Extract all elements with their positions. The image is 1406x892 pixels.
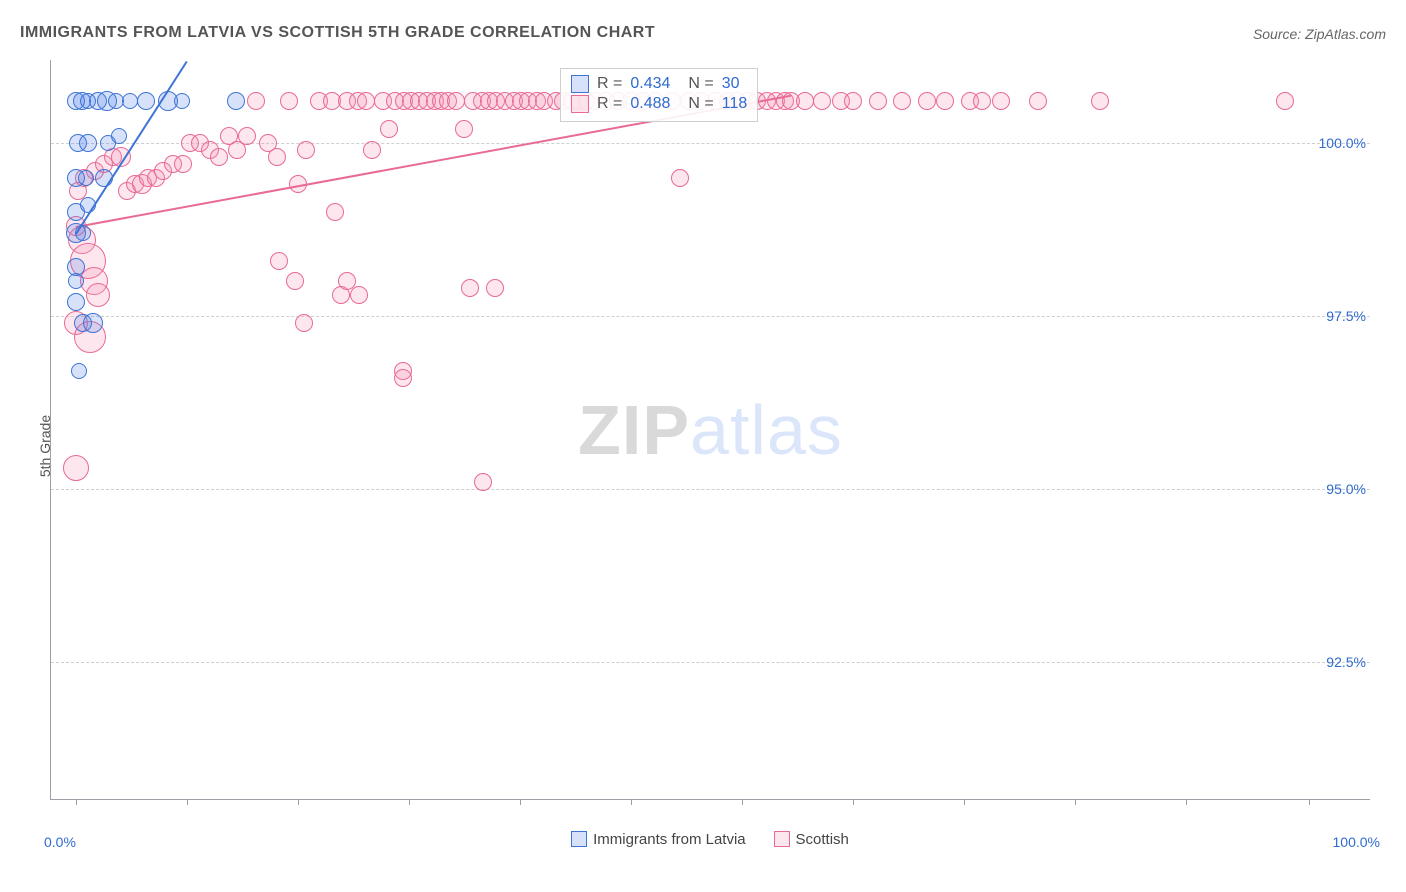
data-point-blue: [174, 93, 190, 109]
data-point-pink: [1091, 92, 1109, 110]
data-point-pink: [671, 169, 689, 187]
data-point-pink: [238, 127, 256, 145]
stats-r-label: R =: [597, 95, 622, 113]
stats-n-label: N =: [688, 95, 713, 113]
data-point-pink: [1029, 92, 1047, 110]
data-point-pink: [86, 283, 110, 307]
x-tick-mark: [1075, 799, 1076, 805]
legend-swatch-blue: [571, 831, 587, 847]
source-name: ZipAtlas.com: [1305, 26, 1386, 42]
data-point-pink: [992, 92, 1010, 110]
legend-label-blue: Immigrants from Latvia: [593, 831, 746, 848]
stats-r-value: 0.434: [630, 75, 670, 93]
data-point-pink: [174, 155, 192, 173]
stats-r-label: R =: [597, 75, 622, 93]
data-point-blue: [83, 313, 103, 333]
data-point-pink: [363, 141, 381, 159]
data-point-pink: [295, 314, 313, 332]
legend-item-pink: Scottish: [774, 831, 849, 848]
data-point-pink: [286, 272, 304, 290]
data-point-pink: [394, 369, 412, 387]
data-point-blue: [79, 134, 97, 152]
x-tick-mark: [1186, 799, 1187, 805]
data-point-blue: [227, 92, 245, 110]
source-attribution: Source: ZipAtlas.com: [1253, 26, 1386, 42]
data-point-blue: [111, 128, 127, 144]
stats-row: R = 0.488 N = 118: [571, 95, 747, 113]
stats-n-value: 30: [722, 75, 740, 93]
data-point-pink: [350, 286, 368, 304]
data-point-blue: [67, 293, 85, 311]
data-point-pink: [474, 473, 492, 491]
data-point-pink: [936, 92, 954, 110]
legend-label-pink: Scottish: [796, 831, 849, 848]
x-axis-labels: 0.0% 100.0% Immigrants from Latvia Scott…: [50, 820, 1370, 850]
data-point-pink: [796, 92, 814, 110]
data-point-pink: [486, 279, 504, 297]
stats-n-label: N =: [688, 75, 713, 93]
y-tick-label: 97.5%: [1326, 308, 1366, 324]
data-point-pink: [918, 92, 936, 110]
data-point-blue: [78, 170, 94, 186]
x-tick-mark: [298, 799, 299, 805]
data-point-pink: [326, 203, 344, 221]
y-tick-label: 100.0%: [1319, 135, 1366, 151]
data-point-pink: [210, 148, 228, 166]
source-prefix: Source:: [1253, 26, 1305, 42]
data-point-pink: [297, 141, 315, 159]
watermark-atlas: atlas: [690, 391, 843, 469]
x-tick-mark: [409, 799, 410, 805]
legend-bottom: Immigrants from Latvia Scottish: [50, 831, 1370, 851]
data-point-blue: [122, 93, 138, 109]
data-point-pink: [455, 120, 473, 138]
stats-swatch: [571, 75, 589, 93]
data-point-pink: [63, 455, 89, 481]
stats-row: R = 0.434 N = 30: [571, 75, 747, 93]
x-tick-mark: [520, 799, 521, 805]
data-point-pink: [813, 92, 831, 110]
legend-swatch-pink: [774, 831, 790, 847]
data-point-pink: [893, 92, 911, 110]
x-tick-mark: [964, 799, 965, 805]
x-tick-mark: [853, 799, 854, 805]
data-point-pink: [280, 92, 298, 110]
data-point-blue: [137, 92, 155, 110]
data-point-pink: [973, 92, 991, 110]
data-point-blue: [71, 363, 87, 379]
chart-title: IMMIGRANTS FROM LATVIA VS SCOTTISH 5TH G…: [20, 24, 655, 42]
x-tick-mark: [631, 799, 632, 805]
legend-item-blue: Immigrants from Latvia: [571, 831, 746, 848]
data-point-pink: [268, 148, 286, 166]
stats-n-value: 118: [722, 95, 748, 113]
data-point-pink: [357, 92, 375, 110]
data-point-pink: [247, 92, 265, 110]
y-tick-label: 95.0%: [1326, 481, 1366, 497]
data-point-pink: [380, 120, 398, 138]
data-point-pink: [461, 279, 479, 297]
data-point-pink: [844, 92, 862, 110]
x-tick-mark: [187, 799, 188, 805]
x-tick-mark: [742, 799, 743, 805]
chart-plot-area: ZIPatlas 92.5% 95.0% 97.5% 100.0%: [50, 60, 1370, 800]
stats-box: R = 0.434 N = 30 R = 0.488 N = 118: [560, 68, 758, 122]
y-tick-label: 92.5%: [1326, 654, 1366, 670]
data-point-blue: [68, 273, 84, 289]
data-point-pink: [447, 92, 465, 110]
watermark-zip: ZIP: [578, 391, 690, 469]
gridline-h: [51, 316, 1370, 317]
stats-swatch: [571, 95, 589, 113]
data-point-pink: [869, 92, 887, 110]
data-point-pink: [270, 252, 288, 270]
x-tick-mark: [76, 799, 77, 805]
watermark: ZIPatlas: [578, 390, 843, 470]
gridline-h: [51, 662, 1370, 663]
data-point-pink: [1276, 92, 1294, 110]
stats-r-value: 0.488: [630, 95, 670, 113]
x-tick-mark: [1309, 799, 1310, 805]
gridline-h: [51, 489, 1370, 490]
